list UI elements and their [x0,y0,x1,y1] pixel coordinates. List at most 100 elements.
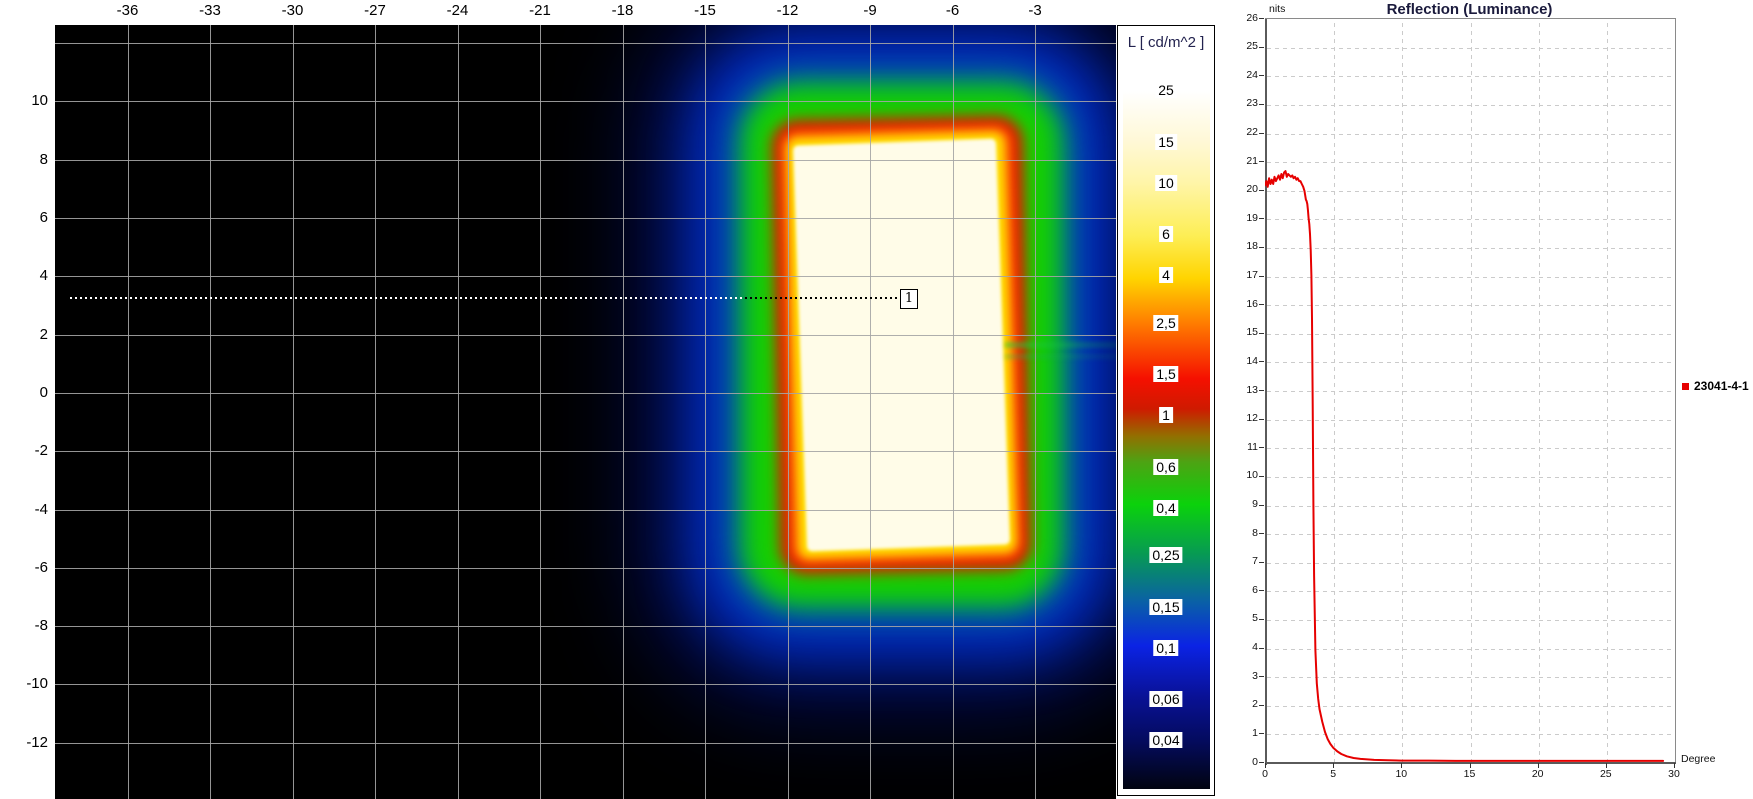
chart-x-tick-0: 0 [1262,768,1268,780]
series-legend[interactable]: 23041-4-1 [1682,379,1749,393]
chart-y-tickmark-18 [1259,246,1264,248]
chart-y-tick-14: 14 [1246,354,1258,367]
heatmap-y-tick-2: 2 [39,325,48,343]
chart-x-tick-20: 20 [1531,768,1544,780]
sensor-streak-2 [1005,354,1116,359]
chart-y-tickmark-10 [1259,475,1264,477]
chart-y-tickmark-4 [1259,647,1264,649]
x-axis-line [1265,762,1676,764]
heatmap-y-tick-6: 6 [39,209,48,226]
colorbar-value-0_25: 0,25 [1149,547,1183,563]
chart-y-tickmark-16 [1259,304,1264,306]
heatmap-grid-h-4 [55,276,1116,278]
chart-y-tickmark-9 [1259,504,1264,506]
chart-y-tick-24: 24 [1246,68,1258,81]
bright-core [792,138,1011,552]
series-name: 23041-4-1 [1694,379,1749,393]
chart-grid-v-5 [1334,20,1336,763]
chart-x-tick-15: 15 [1463,768,1476,780]
heatmap-x-tick--30: -30 [281,2,304,19]
heatmap-grid-v--30 [292,25,294,799]
heatmap-x-tick--21: -21 [529,2,551,19]
colorbar-value-0_06: 0,06 [1149,691,1183,708]
chart-y-tickmark-0 [1259,762,1264,763]
chart-x-tickmark-15 [1469,763,1471,768]
chart-y-tickmark-14 [1259,361,1264,363]
chart-y-tickmark-2 [1259,704,1264,706]
heatmap-grid-h-8 [55,159,1116,161]
chart-x-tickmark-10 [1401,763,1403,768]
chart-y-tick-21: 21 [1246,154,1258,167]
heatmap-x-tick--15: -15 [694,2,716,19]
chart-y-tick-7: 7 [1252,555,1258,568]
heatmap-y-tick--6: -6 [34,558,48,576]
heatmap-y-tick-4: 4 [39,267,48,285]
heatmap-grid-v--9 [870,25,871,799]
heatmap-y-tick--12: -12 [26,733,48,751]
heatmap-grid-v--21 [540,25,541,799]
heatmap-grid-h-2 [55,334,1116,336]
heatmap-x-tick--9: -9 [863,2,877,19]
heatmap-grid-h-6 [55,218,1116,219]
heatmap-grid-h--6 [55,567,1116,569]
chart-y-tickmark-8 [1259,533,1264,535]
heatmap-x-tick--24: -24 [446,2,469,19]
chart-grid-v-25 [1606,20,1608,763]
heatmap-grid-h-12 [55,43,1116,45]
heatmap-grid-h--2 [55,451,1116,453]
heatmap-y-tick-8: 8 [39,150,48,168]
chart-y-tickmark-25 [1259,46,1264,48]
heatmap-grid-h-0 [55,392,1116,394]
measurement-cursor-line[interactable] [70,297,745,299]
chart-x-tick-10: 10 [1395,768,1408,780]
heatmap-grid-v--36 [127,25,129,799]
colorbar-value-1: 1 [1159,407,1173,423]
chart-y-tickmark-21 [1259,161,1264,163]
chart-y-tick-3: 3 [1252,669,1258,682]
heatmap-x-tick--6: -6 [945,2,960,19]
heatmap-y-tick-0: 0 [39,383,48,401]
x-axis-unit-label: Degree [1681,753,1716,765]
colorbar-value-10: 10 [1155,174,1177,191]
colorbar-value-4: 4 [1159,267,1173,283]
chart-y-tickmark-12 [1259,418,1264,420]
heatmap-x-tick--33: -33 [199,2,221,19]
chart-y-tickmark-6 [1259,590,1264,592]
chart-x-tickmark-0 [1265,763,1266,768]
heatmap-grid-h--10 [55,684,1116,686]
chart-y-tick-10: 10 [1246,469,1258,482]
heatmap-grid-v--33 [210,25,211,799]
chart-x-tick-30: 30 [1668,768,1680,780]
colorbar-value-1_5: 1,5 [1153,366,1179,383]
chart-y-tickmark-22 [1259,132,1264,134]
heatmap-y-tick--2: -2 [34,442,48,460]
measurement-cursor-line-dark[interactable] [745,297,900,299]
heatmap-grid-v--18 [622,25,624,799]
chart-y-tickmark-19 [1259,218,1264,220]
chart-y-tick-2: 2 [1252,698,1258,711]
luminance-heatmap[interactable]: 1 [55,25,1116,799]
chart-y-tick-15: 15 [1246,326,1258,339]
profile-chart-plot-area[interactable] [1265,18,1676,765]
chart-y-tick-4: 4 [1252,641,1258,653]
chart-y-tickmark-1 [1259,733,1264,735]
colorbar: L [ cd/m^2 ] 25 15 10 6 4 2,5 1,5 1 0,6 0,4 0,25 0,… [1117,25,1215,796]
chart-y-tickmark-23 [1259,103,1264,105]
cursor-marker-1[interactable]: 1 [900,289,918,309]
heatmap-grid-v--6 [952,25,954,799]
chart-y-tick-16: 16 [1246,297,1258,310]
chart-y-tickmark-24 [1259,75,1264,77]
colorbar-value-25: 25 [1155,82,1177,98]
chart-y-tickmark-13 [1259,390,1264,391]
heatmap-grid-v--12 [787,25,789,799]
colorbar-value-0_15: 0,15 [1149,598,1183,615]
colorbar-value-0_4: 0,4 [1153,499,1179,516]
heatmap-grid-v--3 [1035,25,1036,799]
chart-x-tickmark-25 [1605,763,1607,768]
reflection-curve [1265,170,1665,762]
chart-y-tick-18: 18 [1246,240,1258,253]
chart-y-tickmark-20 [1259,189,1264,191]
chart-y-tick-8: 8 [1252,526,1258,539]
y-axis-line [1265,19,1267,765]
